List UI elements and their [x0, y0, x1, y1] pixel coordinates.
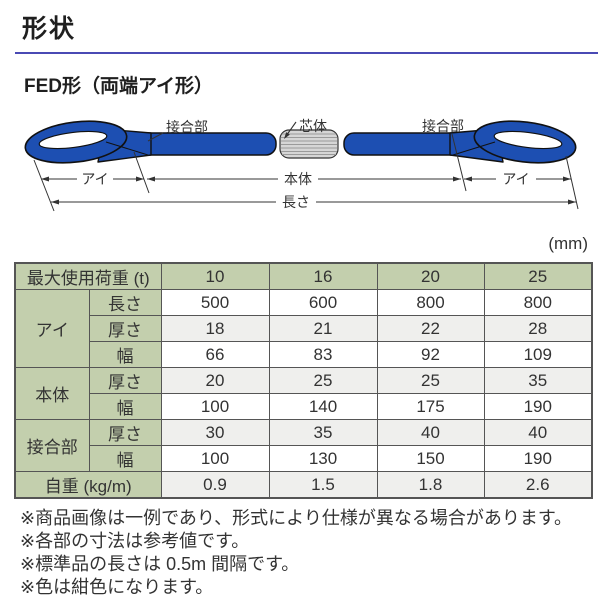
spec-value: 600	[268, 289, 378, 317]
row-label: 幅	[88, 341, 162, 369]
spec-value: 130	[268, 445, 378, 473]
spec-value: 20	[160, 367, 270, 395]
extension-lines	[33, 133, 579, 211]
spec-value: 500	[160, 289, 270, 317]
spec-value: 800	[483, 289, 593, 317]
label-length: 長さ	[282, 194, 310, 210]
note-line: ※各部の寸法は参考値です。	[20, 531, 250, 552]
group-label-body: 本体	[14, 367, 90, 421]
row-label: 厚さ	[88, 367, 162, 395]
spec-value: 109	[483, 341, 593, 369]
product-type-heading: FED形（両端アイ形）	[24, 76, 214, 97]
table-row-body-width: 幅 100 140 175 190	[15, 393, 593, 421]
table-row-joint-width: 幅 100 130 150 190	[15, 445, 593, 473]
table-row-weight: 自重 (kg/m) 0.9 1.5 1.8 2.6	[14, 471, 593, 499]
table-row-body-thickness: 本体 厚さ 20 25 25 35	[14, 367, 593, 421]
row-label: 長さ	[88, 289, 162, 317]
table-header-row: 最大使用荷重 (t) 10 16 20 25	[14, 262, 593, 291]
header-col-16: 16	[268, 262, 378, 291]
spec-value: 800	[376, 289, 485, 317]
spec-value: 2.6	[483, 471, 593, 499]
spec-value: 40	[483, 419, 593, 447]
unit-label: (mm)	[548, 233, 588, 253]
row-label: 幅	[88, 393, 162, 421]
spec-value: 0.9	[160, 471, 270, 499]
label-eye-left: アイ	[81, 171, 108, 187]
group-label-joint: 接合部	[14, 419, 90, 473]
spec-value: 100	[160, 393, 270, 421]
row-label: 厚さ	[88, 419, 162, 447]
table-row-joint-thickness: 接合部 厚さ 30 35 40 40	[14, 419, 593, 473]
spec-value: 35	[483, 367, 593, 395]
note-line: ※商品画像は一例であり、形式により仕様が異なる場合があります。	[20, 508, 573, 529]
spec-value: 25	[376, 367, 485, 395]
row-label: 幅	[88, 445, 162, 473]
label-joint-right: 接合部	[422, 118, 464, 134]
spec-value: 25	[268, 367, 378, 395]
header-max-load: 最大使用荷重 (t)	[14, 262, 162, 291]
footnotes: ※商品画像は一例であり、形式により仕様が異なる場合があります。 ※各部の寸法は参…	[20, 507, 600, 599]
eye-loop-right	[449, 120, 577, 164]
label-core: 芯体	[299, 118, 327, 134]
spec-value: 1.8	[376, 471, 485, 499]
spec-value: 40	[376, 419, 485, 447]
note-line: ※色は紺色になります。	[20, 577, 214, 598]
page-title: 形状	[22, 15, 77, 43]
label-joint-left: 接合部	[166, 119, 208, 135]
row-label: 厚さ	[88, 315, 162, 343]
spec-value: 18	[160, 315, 270, 343]
note-line: ※標準品の長さは 0.5m 間隔です。	[20, 554, 300, 575]
core-arrowhead	[284, 131, 290, 139]
spec-value: 35	[268, 419, 378, 447]
spec-value: 30	[160, 419, 270, 447]
label-body: 本体	[284, 171, 312, 187]
spec-value: 190	[483, 393, 593, 421]
core-section	[279, 129, 339, 159]
spec-value: 175	[376, 393, 485, 421]
title-underline	[15, 52, 598, 54]
label-eye-right: アイ	[502, 171, 529, 187]
group-label-eye: アイ	[14, 289, 90, 369]
table-row-eye-width: 幅 66 83 92 109	[15, 341, 593, 369]
spec-value: 150	[376, 445, 485, 473]
table-row-eye-length: アイ 長さ 500 600 800 800	[14, 289, 593, 369]
dimension-arrowheads	[41, 176, 576, 205]
spec-table: 最大使用荷重 (t) 10 16 20 25 アイ 長さ 500 600 800…	[14, 262, 593, 500]
spec-value: 1.5	[268, 471, 378, 499]
spec-value: 83	[268, 341, 378, 369]
sling-diagram: 接合部 芯体 接合部	[18, 112, 600, 218]
spec-value: 22	[376, 315, 485, 343]
spec-value: 28	[483, 315, 593, 343]
header-col-20: 20	[376, 262, 485, 291]
row-weight-label: 自重 (kg/m)	[14, 471, 162, 499]
spec-value: 66	[160, 341, 270, 369]
spec-value: 92	[376, 341, 485, 369]
sling-diagram-svg: 接合部 芯体 接合部	[24, 118, 579, 211]
spec-value: 140	[268, 393, 378, 421]
spec-value: 21	[268, 315, 378, 343]
table-row-eye-thickness: 厚さ 18 21 22 28	[15, 315, 593, 343]
spec-value: 190	[483, 445, 593, 473]
eye-loop-left	[24, 120, 152, 164]
header-col-10: 10	[160, 262, 270, 291]
header-col-25: 25	[483, 262, 593, 291]
spec-value: 100	[160, 445, 270, 473]
